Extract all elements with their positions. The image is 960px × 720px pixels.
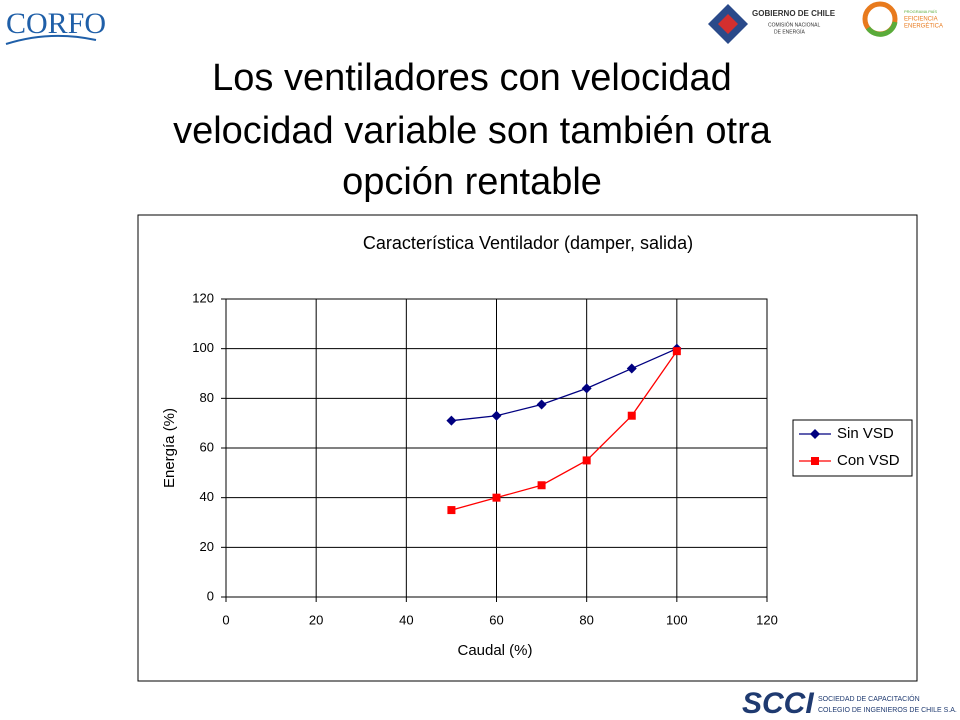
logo-program: PROGRAMA PAÍS EFICIENCIA ENERGÉTICA xyxy=(862,1,943,37)
y-tick-label: 40 xyxy=(200,489,214,504)
logo-program-mark xyxy=(865,21,898,37)
series-line xyxy=(451,348,678,422)
legend-marker xyxy=(811,457,819,465)
point xyxy=(492,493,501,502)
logo-gov-text: DE ENERGÍA xyxy=(774,28,806,35)
point xyxy=(626,363,637,374)
x-tick-label: 20 xyxy=(309,612,323,627)
x-tick-label: 0 xyxy=(222,612,229,627)
legend-label: Con VSD xyxy=(837,452,900,469)
series-line xyxy=(451,350,678,511)
legend-box xyxy=(792,419,913,477)
x-tick-label: 100 xyxy=(666,612,688,627)
footer-text: COLEGIO DE INGENIEROS DE CHILE S.A. xyxy=(818,707,957,714)
y-axis-label: Energía (%) xyxy=(161,408,178,488)
point xyxy=(627,411,636,420)
chart-title: Característica Ventilador (damper, salid… xyxy=(363,233,693,253)
point xyxy=(536,399,547,410)
logo-gov-text: COMISIÓN NACIONAL xyxy=(768,21,820,28)
y-tick-label: 60 xyxy=(200,439,214,454)
y-tick-label: 80 xyxy=(200,390,214,405)
logo-gov-text: GOBIERNO DE CHILE xyxy=(752,9,836,18)
slide-title: opción rentable xyxy=(342,161,602,203)
logo-corfo: CORFO xyxy=(6,7,106,40)
logo-gov: GOBIERNO DE CHILE COMISIÓN NACIONAL DE E… xyxy=(708,4,836,44)
slide-title: velocidad variable son también otra xyxy=(173,110,772,152)
logo-program-text: ENERGÉTICA xyxy=(904,23,943,30)
logo-program-text: PROGRAMA PAÍS xyxy=(904,9,937,14)
point xyxy=(491,410,502,421)
y-tick-label: 120 xyxy=(192,290,214,305)
footer-logo: SCCI SOCIEDAD DE CAPACITACIÓN COLEGIO DE… xyxy=(742,687,957,720)
footer-mark: SCCI xyxy=(742,687,814,720)
logo-swoosh xyxy=(5,34,97,45)
y-tick-label: 20 xyxy=(200,539,214,554)
point xyxy=(537,481,546,490)
x-tick-label: 60 xyxy=(489,612,503,627)
point xyxy=(446,415,457,426)
point xyxy=(581,383,592,394)
chart: Característica Ventilador (damper, salid… xyxy=(137,214,918,682)
x-tick-label: 120 xyxy=(756,612,778,627)
slide-title: Los ventiladores con velocidad xyxy=(212,57,732,99)
plot-area xyxy=(225,298,768,598)
logo-gov-mark xyxy=(718,14,738,34)
x-tick-label: 40 xyxy=(399,612,413,627)
legend-marker xyxy=(810,429,820,439)
point xyxy=(672,347,681,356)
x-axis-label: Caudal (%) xyxy=(457,642,532,659)
point xyxy=(447,506,456,515)
y-tick-label: 0 xyxy=(207,588,214,603)
legend-label: Sin VSD xyxy=(837,425,894,442)
y-tick-label: 100 xyxy=(192,340,214,355)
point xyxy=(582,456,591,465)
logo-program-text: EFICIENCIA xyxy=(904,17,938,23)
x-tick-label: 80 xyxy=(579,612,593,627)
footer-text: SOCIEDAD DE CAPACITACIÓN xyxy=(818,694,920,703)
